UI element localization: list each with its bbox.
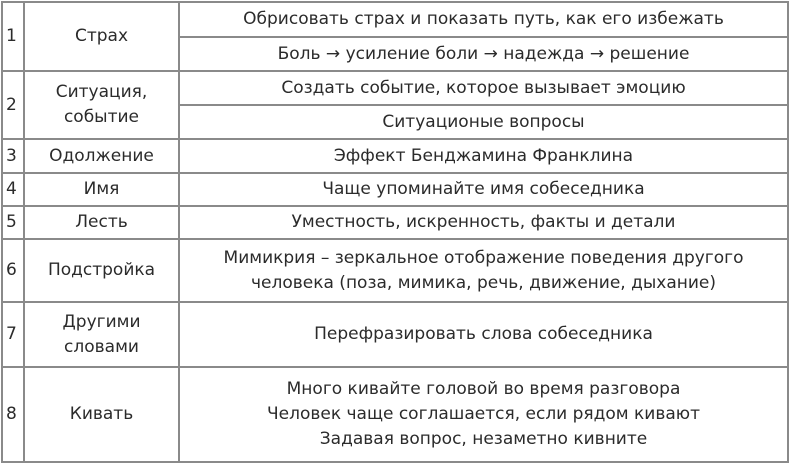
technique-description: Обрисовать страх и показать путь, как ег… xyxy=(178,1,789,38)
table-row: 1 Страх Обрисовать страх и показать путь, … xyxy=(1,1,789,72)
technique-name-line: Другими xyxy=(62,311,141,332)
row-number: 8 xyxy=(1,366,25,463)
table-row: 7 Другими словами Перефразировать слова соб… xyxy=(1,301,789,368)
description-line: Задавая вопрос, незаметно кивните xyxy=(319,429,648,449)
table-row: Боль → усиление боли → надежда → решение xyxy=(2,36,789,72)
technique-name-line: Страх xyxy=(74,26,129,46)
row-number: 4 xyxy=(1,172,25,207)
table-row: Ситуационые вопросы xyxy=(2,104,789,140)
description-line: Боль → усиление боли → надежда → решение xyxy=(277,43,690,64)
row-number: 1 xyxy=(1,1,25,72)
description-line: Чаще упоминайте имя собеседника xyxy=(322,179,645,199)
description-line: Человек чаще соглашается, если рядом кив… xyxy=(266,404,701,424)
technique-description: Много кивайте головой во время разговора… xyxy=(178,366,789,463)
description-line: Перефразировать слова собеседника xyxy=(314,324,653,344)
row-number: 6 xyxy=(1,238,25,303)
description-line: Эффект Бенджамина Франклина xyxy=(333,145,634,166)
technique-name-line: Подстройка xyxy=(47,260,156,280)
row-number: 2 xyxy=(1,70,25,140)
technique-description: Эффект Бенджамина Франклина xyxy=(178,138,789,174)
row-number: 7 xyxy=(1,301,25,368)
technique-name: Подстройка xyxy=(23,238,180,303)
table-row: 3 Одолжение Эффект Бенджамина Франклина xyxy=(1,138,789,174)
table-row: 5 Лесть Уместность, искренность, факты и д… xyxy=(1,205,789,240)
technique-name-line: словами xyxy=(64,336,139,357)
table-row: 4 Имя Чаще упоминайте имя собеседника xyxy=(1,172,789,207)
technique-name-line: Одолжение xyxy=(49,145,154,166)
technique-name: Страх xyxy=(23,1,180,72)
table-row: 2 Ситуация, событие Создать событие, которо… xyxy=(1,70,789,140)
technique-name: Лесть xyxy=(23,205,180,240)
table-row: 8 Кивать Много кивайте головой во время ра… xyxy=(1,366,789,463)
description-line: Ситуационые вопросы xyxy=(382,111,585,132)
description-line: Создать событие, которое вызывает эмоцию xyxy=(281,77,686,98)
technique-name-line: событие xyxy=(63,107,140,127)
description-line: Много кивайте головой во время разговора xyxy=(286,379,681,399)
row-number: 3 xyxy=(1,138,25,174)
technique-description: Чаще упоминайте имя собеседника xyxy=(178,172,789,207)
technique-name: Имя xyxy=(23,172,180,207)
technique-name: Одолжение xyxy=(23,138,180,174)
technique-name: Другими словами xyxy=(23,301,180,368)
row-number: 5 xyxy=(1,205,25,240)
description-line: Мимикрия – зеркальное отображение поведе… xyxy=(223,247,744,268)
technique-description: Мимикрия – зеркальное отображение поведе… xyxy=(178,238,789,303)
description-line: человека (поза, мимика, речь, движение, … xyxy=(250,272,717,293)
technique-name: Ситуация, событие xyxy=(23,70,180,140)
technique-name-line: Имя xyxy=(83,179,120,199)
description-line: Уместность, искренность, факты и детали xyxy=(291,212,676,232)
technique-name-line: Лесть xyxy=(75,212,128,232)
technique-description: Боль → усиление боли → надежда → решение xyxy=(178,36,789,72)
table-row: 6 Подстройка Мимикрия – зеркальное отображ… xyxy=(1,238,789,303)
technique-description: Создать событие, которое вызывает эмоцию xyxy=(178,70,789,106)
description-line: Обрисовать страх и показать путь, как ег… xyxy=(243,9,724,29)
technique-description: Уместность, искренность, факты и детали xyxy=(178,205,789,240)
technique-description: Ситуационые вопросы xyxy=(178,104,789,140)
technique-name: Кивать xyxy=(23,366,180,463)
technique-name-line: Кивать xyxy=(69,404,134,424)
technique-description: Перефразировать слова собеседника xyxy=(178,301,789,368)
technique-name-line: Ситуация, xyxy=(55,82,148,102)
